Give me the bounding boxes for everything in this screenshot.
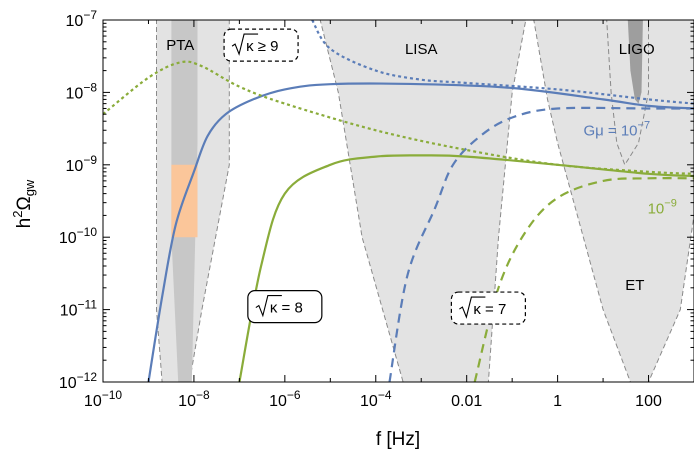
sensitivity-regions	[156, 20, 694, 382]
sqrt-icon	[231, 33, 259, 56]
box-frame	[247, 290, 323, 324]
tick-label: 10−9	[66, 153, 98, 175]
spectrum-curves	[103, 20, 694, 382]
axis-ticks: 10−10 10−8 10−6 10−4 0.01 1 100 10−7 10−8 10−9 10−…	[59, 8, 694, 410]
box-kappa-7: κ = 7	[450, 291, 526, 325]
annotation-pta: PTA	[166, 37, 194, 54]
tick-label: 10−10	[84, 388, 122, 410]
sqrt-icon	[255, 295, 282, 318]
plot-frame	[102, 19, 694, 383]
box-frame	[450, 291, 526, 325]
annotation-gmu-9: 10−9	[648, 197, 677, 217]
curve-green-solid	[238, 154, 694, 382]
tick-label: 10−4	[360, 388, 392, 410]
kappa-boxes: κ ≥ 9 κ = 8 κ = 7	[223, 28, 526, 325]
tick-label: 10−8	[178, 388, 210, 410]
y-axis-title: h2Ωgw	[10, 179, 37, 228]
x-axis-title: f [Hz]	[376, 429, 420, 450]
annotation-gmu-7: Gμ = 10−7	[583, 119, 650, 139]
box-frame	[223, 28, 299, 62]
tick-label: 1	[553, 393, 562, 410]
box-kappa-8: κ = 8	[247, 290, 323, 324]
curve-blue-solid	[147, 82, 694, 382]
annotations: PTA LISA LIGO ET Gμ = 10−7 10−9	[166, 37, 677, 294]
curve-blue-dashed	[388, 106, 694, 382]
tick-label: 10−8	[66, 80, 98, 102]
curve-blue-dotted	[311, 20, 694, 105]
sqrt-icon	[459, 296, 486, 319]
annotation-ligo: LIGO	[619, 41, 655, 58]
box-label: κ ≥ 9	[246, 38, 278, 55]
curve-green-dotted	[103, 60, 694, 175]
annotation-lisa: LISA	[405, 41, 438, 58]
tick-label: 10−7	[66, 8, 98, 30]
tick-label: 10−6	[269, 388, 301, 410]
annotation-et: ET	[625, 277, 644, 294]
tick-label: 10−12	[59, 370, 97, 392]
svg-text:h2Ωgw: h2Ωgw	[10, 179, 37, 228]
tick-label: 10−11	[60, 298, 98, 320]
box-kappa-9: κ ≥ 9	[223, 28, 299, 62]
box-label: κ = 7	[473, 301, 506, 318]
tick-label: 10−10	[59, 225, 97, 247]
tick-label: 100	[635, 393, 662, 410]
tick-label: 0.01	[451, 393, 482, 410]
region-et	[533, 20, 694, 382]
box-label: κ = 8	[270, 300, 303, 317]
region-ligo-dark	[627, 20, 643, 104]
